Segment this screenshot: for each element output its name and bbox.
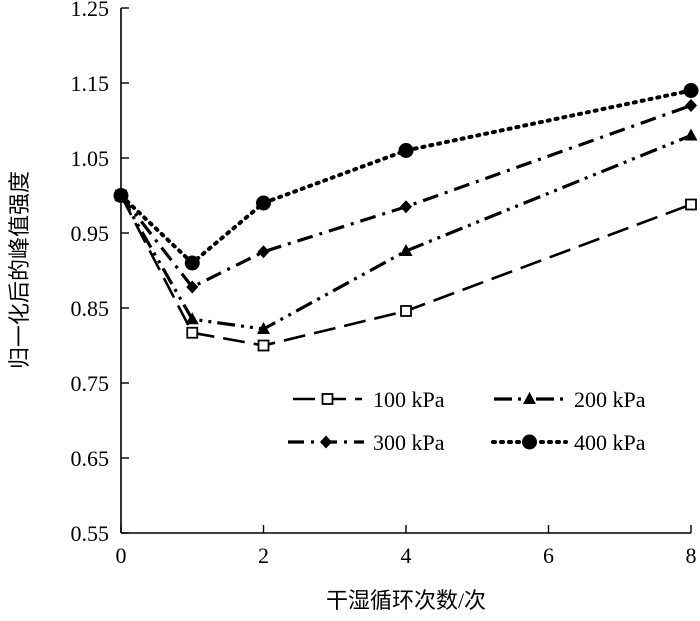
- series-line: [119, 194, 692, 347]
- legend-item: 200 kPa: [494, 387, 646, 412]
- x-tick-label: 2: [258, 543, 269, 568]
- y-tick-label: 0.85: [71, 296, 110, 321]
- y-axis-title: 归一化后的峰值强度: [7, 171, 32, 369]
- legend-label: 100 kPa: [373, 387, 445, 412]
- x-tick-label: 4: [401, 543, 412, 568]
- diamond-marker: [320, 435, 332, 449]
- legend: 100 kPa 200 kPa 300 kPa 400 kPa: [288, 387, 646, 455]
- circle-marker: [522, 434, 537, 450]
- square-marker: [186, 326, 199, 339]
- legend-item: 300 kPa: [288, 430, 445, 455]
- triangle-marker: [257, 322, 270, 334]
- series-group: [115, 189, 697, 352]
- x-tick-label: 8: [686, 543, 697, 568]
- circle-marker: [113, 188, 129, 203]
- legend-label: 200 kPa: [574, 387, 646, 412]
- circle-marker: [256, 195, 271, 211]
- diamond-marker: [685, 99, 697, 112]
- y-tick-label: 0.65: [71, 446, 110, 471]
- legend-item: 100 kPa: [293, 387, 445, 412]
- y-tick-label: 0.95: [71, 221, 110, 246]
- y-tick-label: 1.25: [71, 0, 110, 21]
- series-group: [113, 83, 699, 271]
- x-ticks: 0 2 4 6 8: [116, 525, 697, 568]
- x-tick-label: 6: [543, 543, 554, 568]
- triangle-marker: [684, 128, 698, 141]
- y-tick-label: 1.15: [71, 71, 110, 96]
- triangle-marker: [399, 244, 413, 256]
- x-tick-label: 0: [116, 543, 127, 568]
- legend-label: 300 kPa: [373, 430, 445, 455]
- circle-marker: [683, 83, 699, 98]
- y-ticks: 0.55 0.65 0.75 0.85 0.95 1.05 1.15 1.25: [71, 0, 129, 546]
- series-line: [119, 88, 693, 266]
- triangle-marker: [523, 392, 536, 404]
- circle-marker: [184, 255, 200, 271]
- series-group: [115, 99, 697, 294]
- y-tick-label: 1.05: [71, 146, 110, 171]
- y-tick-label: 0.55: [71, 521, 110, 546]
- square-marker: [685, 198, 697, 211]
- circle-marker: [398, 143, 414, 158]
- series-line: [119, 134, 692, 331]
- series-line: [119, 103, 692, 290]
- diamond-marker: [186, 280, 199, 294]
- square-marker: [257, 339, 270, 352]
- x-axis-title: 干湿循环次数/次: [326, 588, 486, 613]
- series-layer: [113, 83, 699, 352]
- series-group: [114, 128, 698, 334]
- square-marker: [400, 305, 412, 317]
- triangle-marker: [185, 312, 199, 325]
- diamond-marker: [400, 200, 412, 214]
- square-marker: [321, 393, 334, 405]
- y-tick-label: 0.75: [71, 371, 110, 396]
- diamond-marker: [257, 245, 270, 259]
- legend-item: 400 kPa: [491, 430, 646, 455]
- legend-label: 400 kPa: [574, 430, 646, 455]
